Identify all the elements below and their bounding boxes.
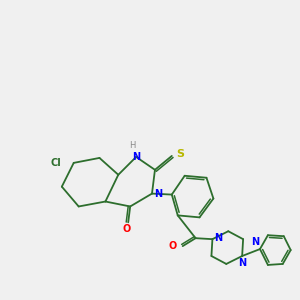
Text: N: N <box>214 233 223 243</box>
Text: H: H <box>129 140 135 149</box>
Text: O: O <box>122 224 130 234</box>
Text: Cl: Cl <box>50 158 61 168</box>
Text: O: O <box>169 241 177 251</box>
Text: N: N <box>154 189 162 199</box>
Text: N: N <box>238 258 246 268</box>
Text: N: N <box>132 152 140 162</box>
Text: S: S <box>176 149 184 159</box>
Text: N: N <box>251 237 259 247</box>
